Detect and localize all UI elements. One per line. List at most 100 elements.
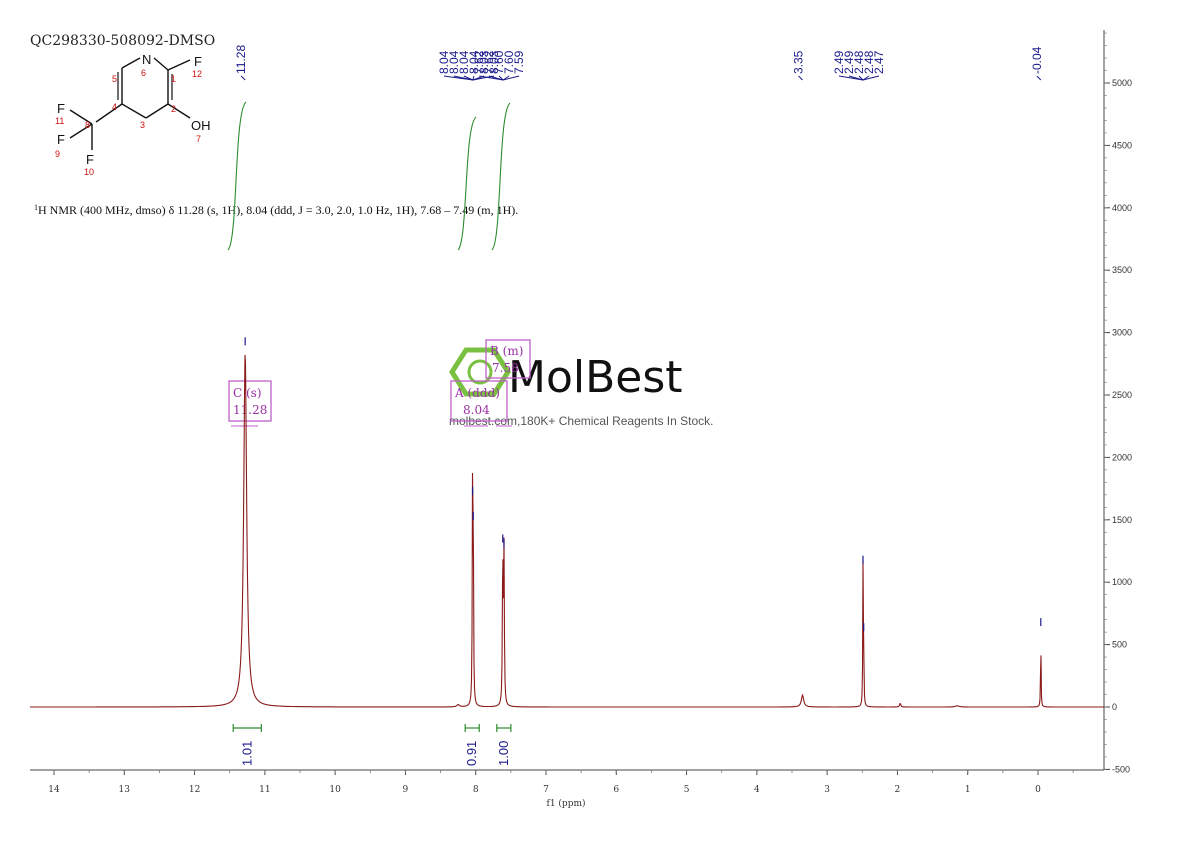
multiplet-box-a-frame — [450, 380, 508, 422]
molecule-structure: N 6 F 12 OH 7 F 11 F 9 F 10 5 1 4 2 3 8 — [55, 52, 211, 177]
watermark-logo-icon — [449, 347, 511, 397]
atom-f9-number: 9 — [55, 149, 60, 159]
sample-id: QC298330-508092-DMSO — [30, 33, 215, 49]
multiplet-box-a: A (ddd) 8.04 — [450, 380, 508, 427]
y-tick-label: 3000 — [1112, 328, 1132, 338]
x-tick-label: 5 — [684, 785, 690, 795]
x-tick-label: 6 — [613, 785, 619, 795]
integral-curve — [457, 116, 477, 251]
peak-label: 2.48 — [862, 50, 876, 74]
y-tick-label: 1000 — [1112, 577, 1132, 587]
peak-label: 2.49 — [832, 50, 846, 74]
peak-label: 8.04 — [467, 50, 481, 74]
peak-label: 2.49 — [842, 50, 856, 74]
x-tick-label: 10 — [329, 785, 341, 795]
ring-number-4: 4 — [112, 102, 117, 112]
integral-value: 1.00 — [496, 741, 511, 766]
peak-label-leader — [472, 75, 475, 81]
peak-label: 7.60 — [492, 50, 506, 74]
y-tick-label: 0 — [1112, 702, 1117, 712]
multiplet-box-c-frame — [228, 380, 272, 422]
peak-label-leader — [858, 75, 864, 81]
atom-n-number: 6 — [141, 68, 146, 78]
y-tick-label: 4000 — [1112, 203, 1132, 213]
spectrum-line — [30, 354, 1104, 708]
peak-label: -0.04 — [1030, 46, 1044, 74]
y-tick-label: 500 — [1112, 640, 1127, 650]
ring-number-2: 2 — [171, 104, 176, 114]
peak-label: 3.35 — [792, 50, 806, 74]
x-tick-label: 2 — [895, 785, 901, 795]
atom-f10-number: 10 — [84, 167, 94, 177]
y-tick-label: 2500 — [1112, 390, 1132, 400]
x-axis-label: f1 (ppm) — [547, 798, 586, 809]
ring-number-1: 1 — [171, 74, 176, 84]
atom-n: N — [142, 52, 151, 67]
x-tick-label: 9 — [403, 785, 409, 795]
x-tick-label: 7 — [543, 785, 549, 795]
nmr-description: 1H NMR (400 MHz, dmso) δ 11.28 (s, 1H), … — [34, 203, 518, 218]
ring-number-5: 5 — [112, 74, 117, 84]
atom-f12-number: 12 — [192, 69, 202, 79]
x-tick-label: 4 — [754, 785, 760, 795]
multiplet-boxes: C (s) 11.28 A (ddd) 8.04 B (m) 7.58 — [228, 339, 531, 427]
watermark-logo-ring-icon — [467, 359, 493, 385]
multiplet-box-b-shift: 7.58 — [492, 361, 519, 375]
multiplet-box-a-shift: 8.04 — [463, 403, 490, 417]
x-tick-label: 3 — [824, 785, 830, 795]
y-tick-label: -500 — [1112, 764, 1130, 774]
x-tick-label: 0 — [1035, 785, 1041, 795]
peak-label-leader — [498, 75, 504, 81]
nmr-description-text: H NMR (400 MHz, dmso) δ 11.28 (s, 1H), 8… — [38, 203, 518, 217]
multiplet-box-c-shift: 11.28 — [233, 403, 267, 417]
svg-text:1H NMR (400 MHz, dmso) δ 11.28: 1H NMR (400 MHz, dmso) δ 11.28 (s, 1H), … — [34, 203, 518, 218]
ring-number-3: 3 — [140, 120, 145, 130]
atom-oh-number: 7 — [196, 134, 201, 144]
x-tick-label: 8 — [473, 785, 479, 795]
multiplet-box-b: B (m) 7.58 — [485, 339, 531, 427]
watermark: MolBest molbest.com,180K+ Chemical Reage… — [449, 347, 713, 428]
peak-label-leader — [503, 75, 520, 81]
peak-label-leader — [1036, 75, 1042, 81]
peak-label: 7.59 — [512, 50, 526, 74]
x-tick-label: 11 — [259, 785, 270, 795]
peak-label-leader — [463, 75, 474, 81]
peak-label: 8.04 — [447, 50, 461, 74]
peak-label: 11.28 — [234, 45, 248, 74]
multiplet-box-c-label: C (s) — [233, 386, 262, 400]
watermark-tagline: molbest.com,180K+ Chemical Reagents In S… — [449, 414, 713, 428]
peak-label: 7.62 — [482, 50, 496, 74]
integral-curve — [491, 102, 511, 251]
peak-label: 8.03 — [477, 50, 491, 74]
peak-label: 8.04 — [437, 50, 451, 74]
y-tick-label: 3500 — [1112, 265, 1132, 275]
watermark-brand: MolBest — [508, 352, 683, 403]
peak-label-leader — [862, 75, 880, 81]
peak-label: 7.60 — [502, 50, 516, 74]
atom-f9: F — [57, 132, 65, 147]
atom-oh: OH — [191, 118, 211, 133]
x-tick-label: 14 — [48, 785, 60, 795]
integral-value: 0.91 — [464, 741, 479, 766]
nmr-description-superscript: 1 — [34, 203, 38, 212]
integral-curve — [227, 101, 247, 251]
y-tick-label: 1500 — [1112, 515, 1132, 525]
multiplet-box-c: C (s) 11.28 — [228, 380, 272, 427]
y-tick-label: 5000 — [1112, 78, 1132, 88]
integral-value: 1.01 — [239, 741, 254, 766]
multiplet-box-a-label: A (ddd) — [454, 386, 500, 400]
peak-label: 2.48 — [852, 50, 866, 74]
peak-label: 2.47 — [872, 50, 886, 74]
y-tick-label: 2000 — [1112, 452, 1132, 462]
atom-f10: F — [86, 152, 94, 167]
atom-f11-number: 11 — [55, 116, 64, 126]
peak-label-leader — [453, 75, 474, 81]
atom-f11: F — [57, 101, 65, 116]
peak-label-leader — [798, 75, 803, 81]
peak-label-leader — [488, 75, 504, 81]
peak-label: 7.62 — [472, 50, 486, 74]
x-tick-label: 12 — [189, 785, 200, 795]
x-tick-label: 1 — [965, 785, 971, 795]
ring-number-8: 8 — [85, 120, 90, 130]
peak-label-leader — [848, 75, 864, 81]
